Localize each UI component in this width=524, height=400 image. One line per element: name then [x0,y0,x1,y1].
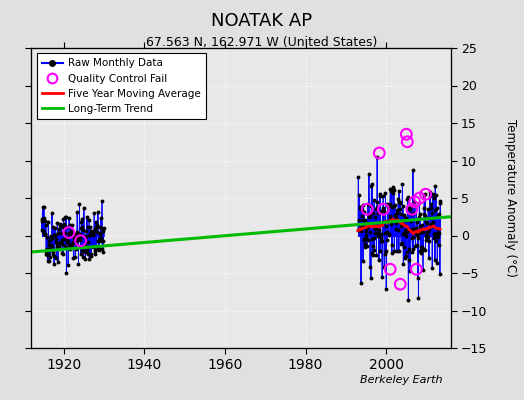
Point [411,198,419,205]
Legend: Raw Monthly Data, Quality Control Fail, Five Year Moving Average, Long-Term Tren: Raw Monthly Data, Quality Control Fail, … [37,53,206,119]
Text: Berkeley Earth: Berkeley Earth [360,375,442,385]
Point [421,191,430,198]
Point [408,206,416,212]
Point [375,150,384,156]
Point [403,138,411,145]
Point [65,229,73,236]
Point [386,266,395,272]
Text: 67.563 N, 162.971 W (United States): 67.563 N, 162.971 W (United States) [146,36,378,49]
Point [396,281,405,288]
Y-axis label: Temperature Anomaly (°C): Temperature Anomaly (°C) [504,119,517,277]
Point [77,238,85,244]
Text: NOATAK AP: NOATAK AP [212,12,312,30]
Point [416,195,424,201]
Point [379,206,388,212]
Point [412,266,421,272]
Point [402,131,410,138]
Point [363,206,372,212]
